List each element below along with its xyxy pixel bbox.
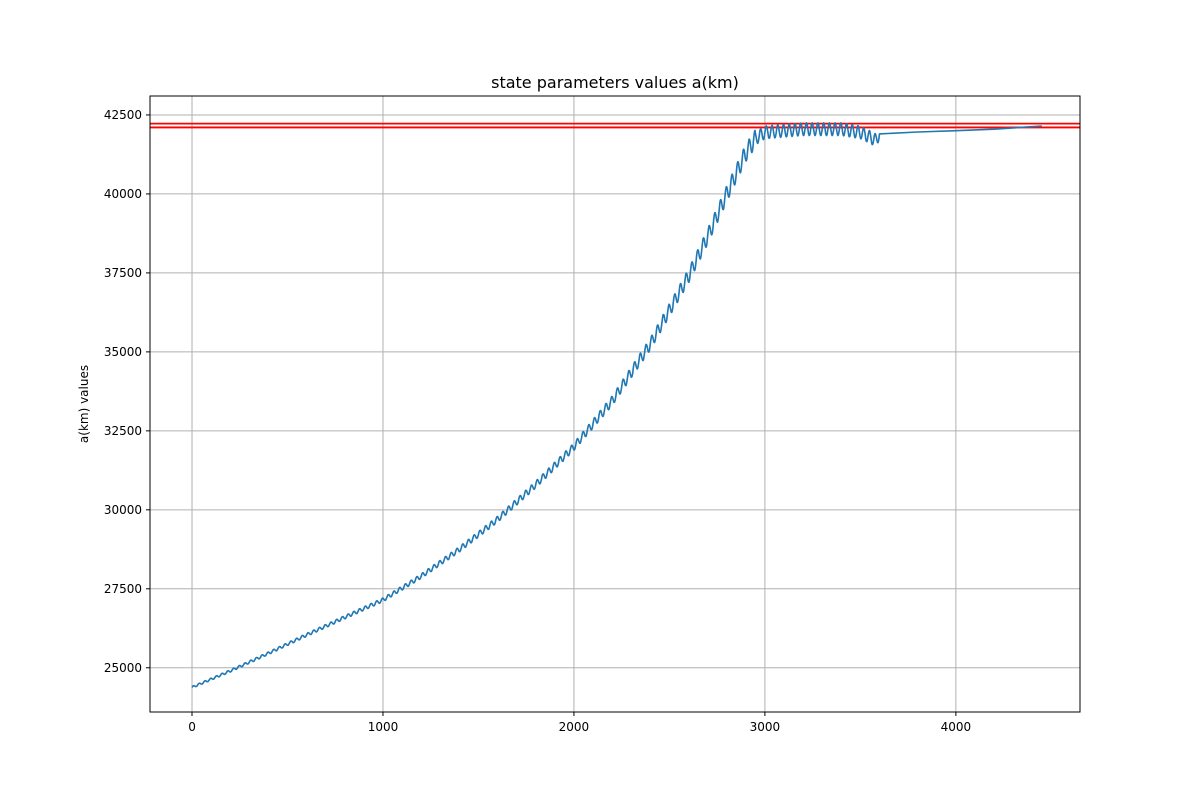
y-tick-label: 37500 [104, 266, 142, 280]
x-tick-label: 2000 [559, 720, 590, 734]
x-tick-label: 4000 [941, 720, 972, 734]
x-tick-label: 0 [188, 720, 196, 734]
chart-title: state parameters values a(km) [491, 73, 739, 92]
grid-layer [150, 96, 1080, 712]
reference-lines [150, 122, 1080, 129]
plot-frame [149, 95, 1081, 713]
y-tick-label: 40000 [104, 187, 142, 201]
x-tick-label: 3000 [750, 720, 781, 734]
tick-layer: 0 1000 2000 3000 4000 25000 27500 30000 32500 350… [104, 108, 971, 734]
y-axis-label: a(km) values [77, 365, 91, 443]
series-line [191, 122, 1042, 688]
y-tick-label: 35000 [104, 345, 142, 359]
y-tick-label: 27500 [104, 582, 142, 596]
x-tick-label: 1000 [368, 720, 399, 734]
y-tick-label: 30000 [104, 503, 142, 517]
y-tick-label: 32500 [104, 424, 142, 438]
y-tick-label: 42500 [104, 108, 142, 122]
y-tick-label: 25000 [104, 661, 142, 675]
series-layer [191, 122, 1042, 688]
